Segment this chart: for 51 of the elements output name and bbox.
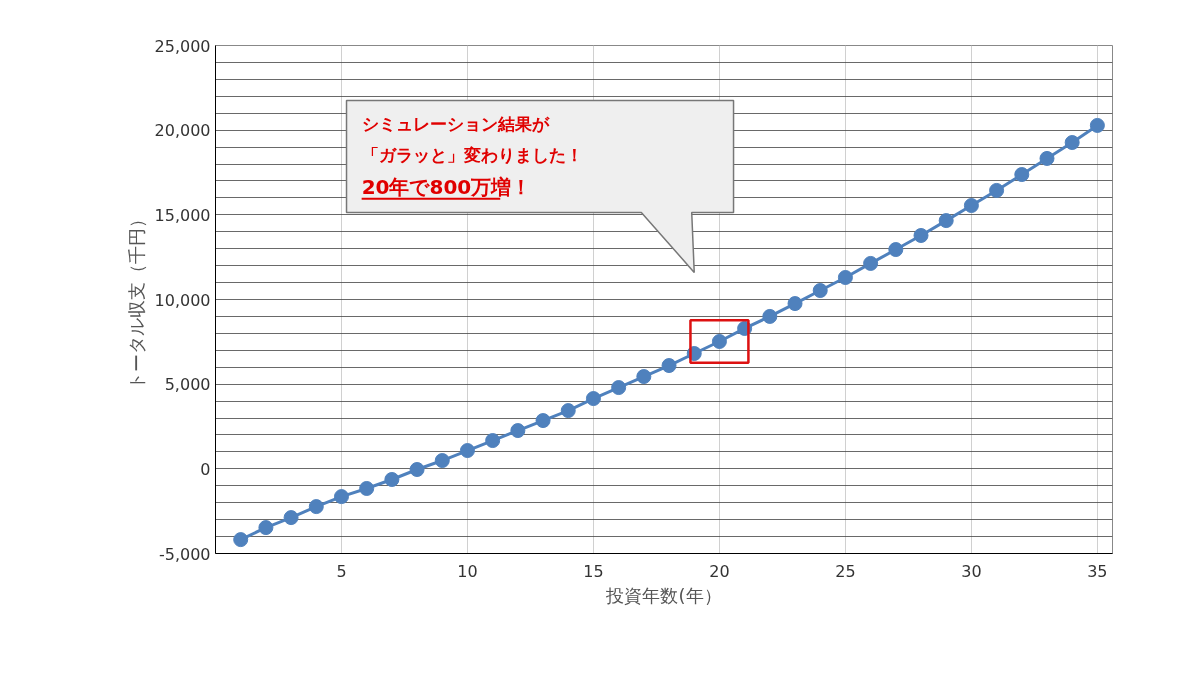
point: [359, 480, 375, 496]
point: [560, 403, 576, 419]
point: [989, 182, 1005, 198]
y-tick-label: -5,000: [158, 544, 211, 564]
y-tick-label: 10,000: [154, 290, 211, 310]
point: [308, 499, 324, 515]
point: [1089, 117, 1105, 133]
x-tick-label: 20: [709, 561, 730, 581]
point: [434, 453, 450, 469]
point: [459, 443, 475, 459]
point: [913, 228, 929, 243]
point: [384, 472, 400, 487]
point: [762, 308, 778, 324]
y-tick-label: 20,000: [154, 121, 211, 141]
point: [409, 462, 425, 477]
point: [787, 296, 803, 312]
x-tick-label: 35: [1087, 561, 1108, 581]
point: [283, 510, 299, 526]
point: [611, 380, 627, 396]
y-tick-label: 5,000: [164, 375, 211, 395]
y-tick-label: 25,000: [154, 36, 211, 56]
x-axis-title: 投資年数(年）: [605, 584, 722, 606]
y-tick-label: 15,000: [154, 205, 211, 225]
point: [258, 520, 274, 536]
point: [812, 283, 828, 299]
x-tick-label: 30: [961, 561, 982, 581]
point: [636, 369, 652, 385]
x-tick-label: 25: [835, 561, 856, 581]
annotation: シミュレーション結果が: [361, 114, 550, 135]
annotation: 「ガラッと」変わりました！: [361, 144, 583, 165]
point: [938, 213, 954, 229]
point: [1039, 150, 1055, 166]
point: [535, 413, 551, 429]
point: [863, 255, 879, 271]
point: [585, 391, 601, 407]
point: [233, 532, 249, 548]
point: [888, 242, 904, 258]
point: [485, 433, 501, 449]
annotation: 20年で800万増！: [361, 174, 532, 199]
point: [837, 270, 853, 285]
point: [661, 358, 677, 374]
y-tick-label: 0: [200, 459, 211, 479]
x-tick-label: 5: [336, 561, 347, 581]
point: [1064, 135, 1080, 151]
point: [963, 198, 979, 214]
x-tick-label: 15: [583, 561, 604, 581]
x-tick-label: 10: [457, 561, 478, 581]
point: [510, 423, 526, 439]
point: [1014, 167, 1030, 183]
y-axis-title: トータル収支（千円）: [125, 209, 147, 390]
point: [333, 489, 349, 505]
